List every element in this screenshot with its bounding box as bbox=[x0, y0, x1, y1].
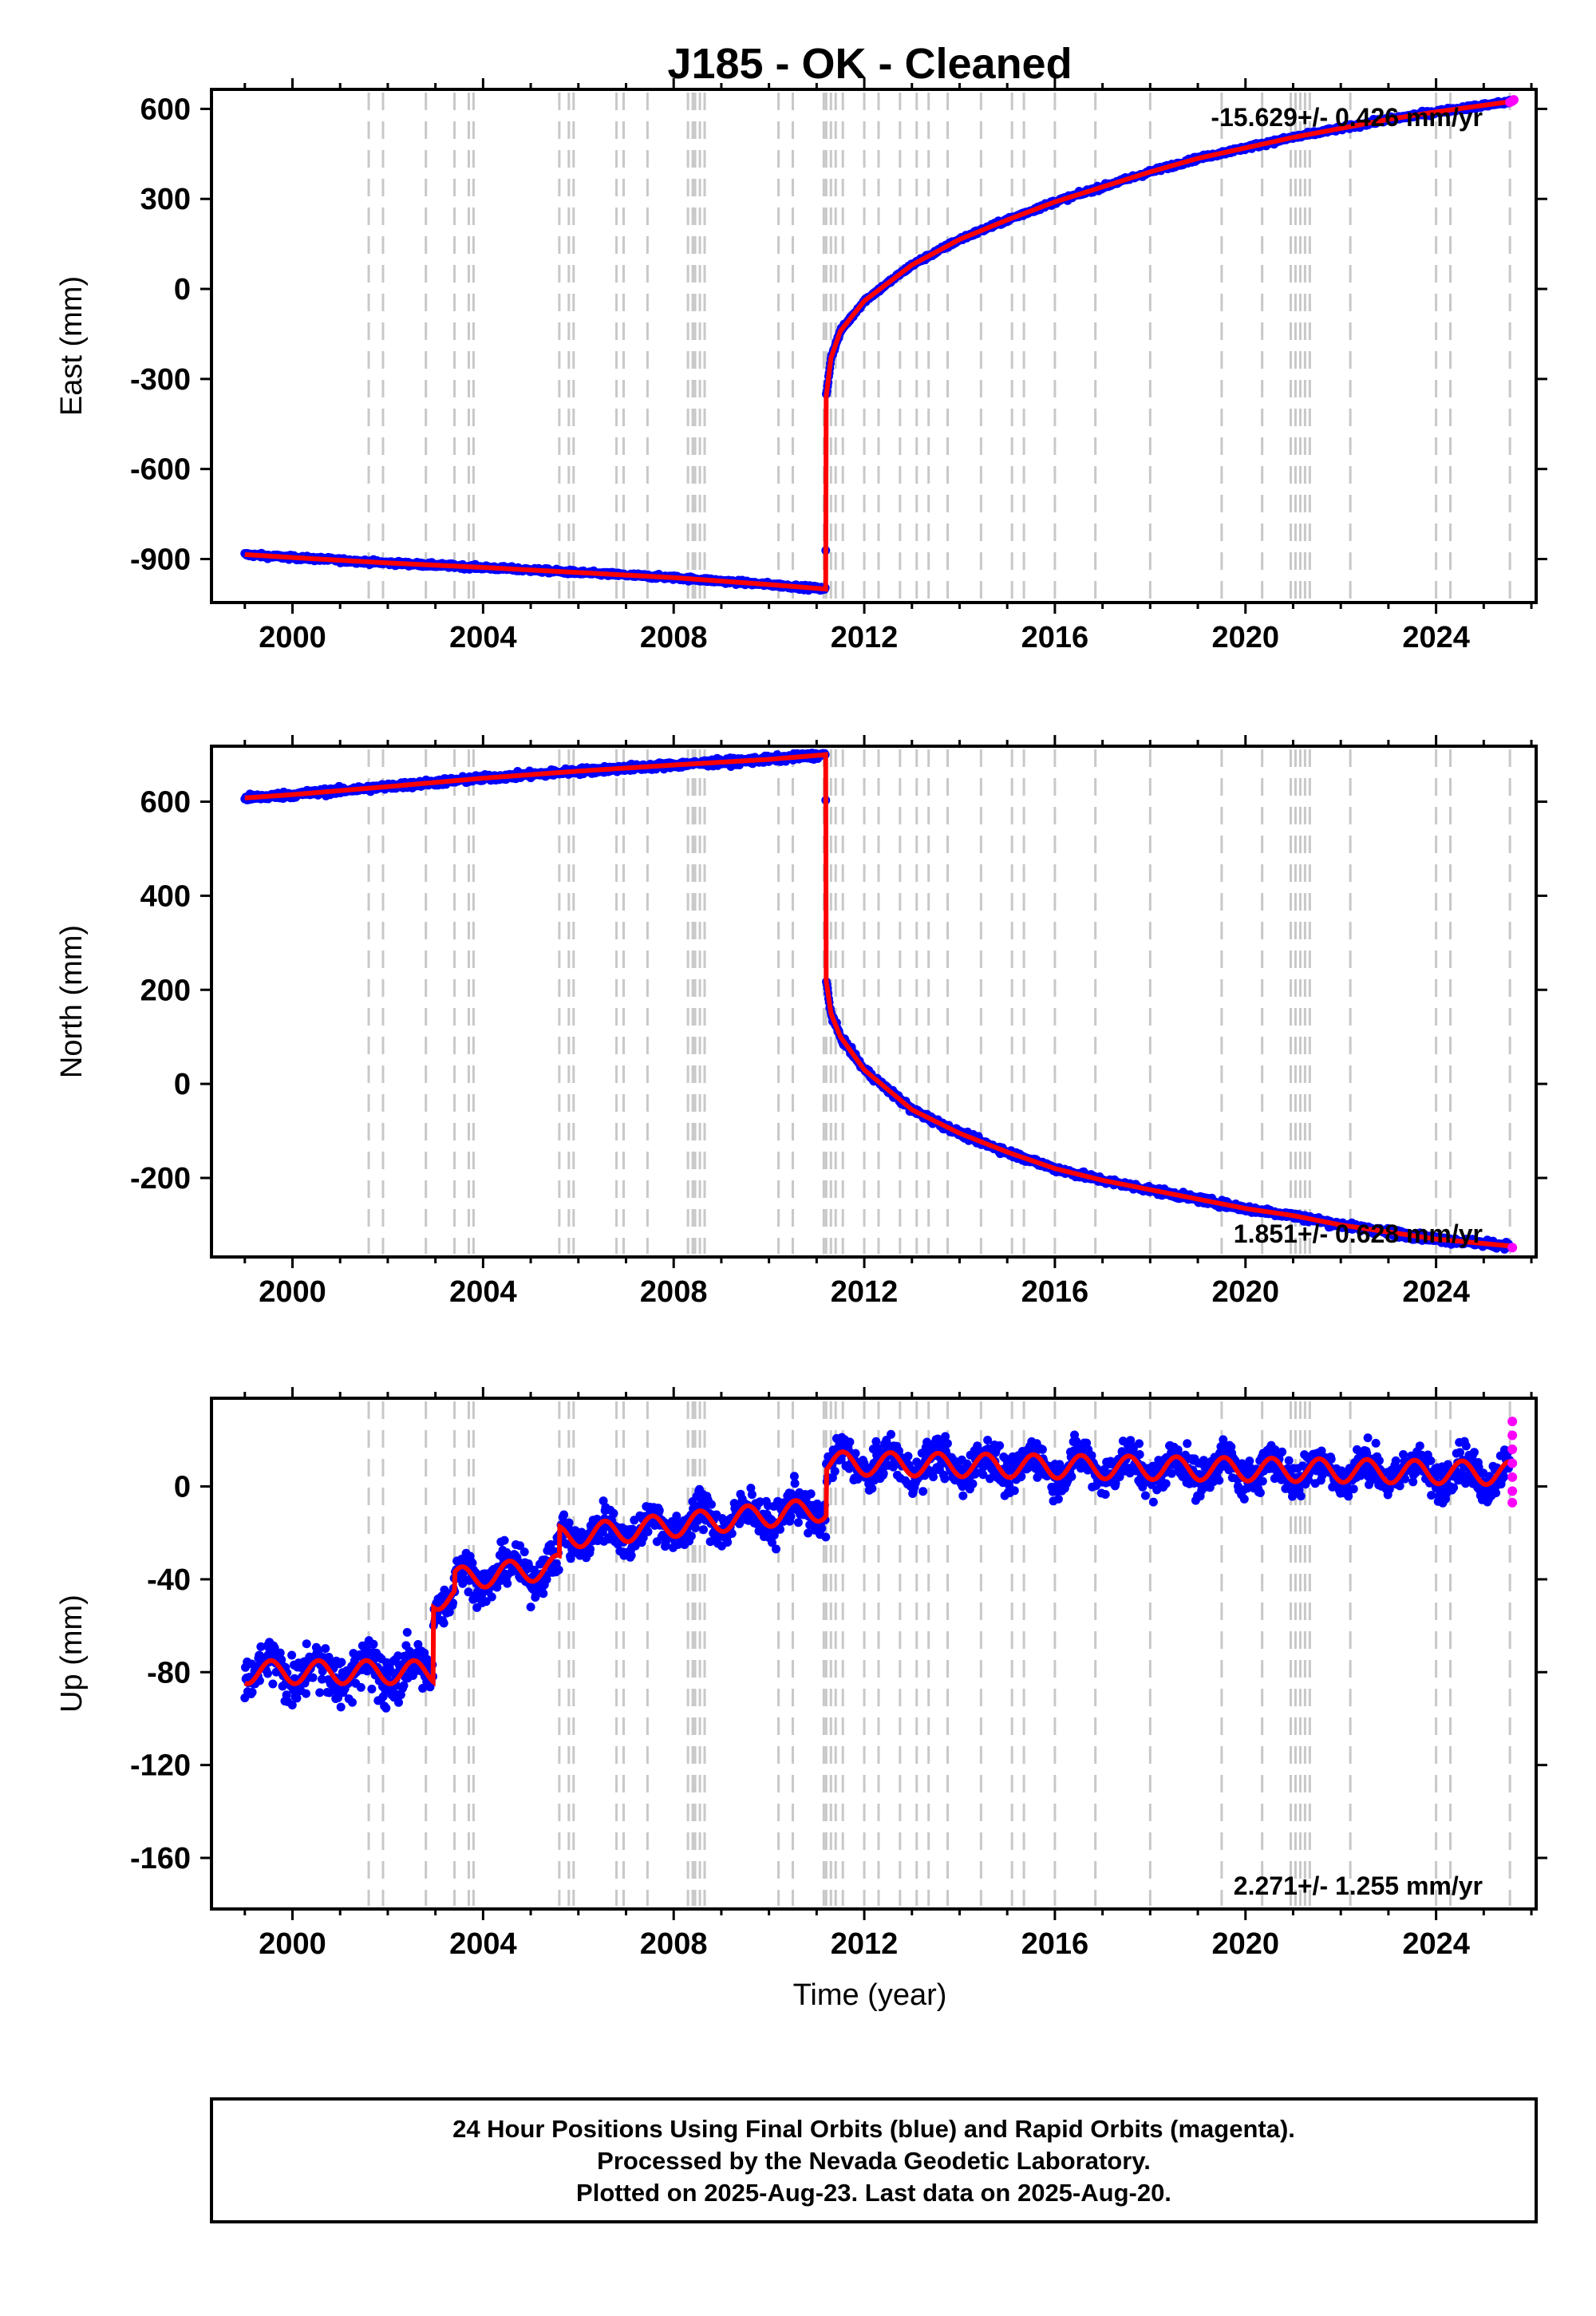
data-point bbox=[336, 1702, 346, 1712]
data-point bbox=[247, 1688, 257, 1697]
x-tick-label: 2008 bbox=[640, 1275, 708, 1309]
y-tick-label: 0 bbox=[174, 1068, 191, 1101]
event-lines bbox=[367, 749, 1511, 1254]
data-point bbox=[367, 1684, 377, 1694]
x-tick-label: 2016 bbox=[1021, 621, 1089, 654]
data-point bbox=[356, 1682, 365, 1692]
y-tick-label: 600 bbox=[140, 93, 191, 126]
y-axis-label: North (mm) bbox=[55, 925, 89, 1078]
x-tick-label: 2004 bbox=[449, 1275, 517, 1309]
x-tick-label: 2012 bbox=[831, 1275, 899, 1309]
model-curve bbox=[244, 99, 1513, 592]
final-orbit-points bbox=[240, 749, 1515, 1254]
panels: 2000 2004 2008 2012 2016 2020 20246003000-300-… bbox=[55, 78, 1547, 1961]
x-tick-label: 2020 bbox=[1211, 1275, 1279, 1309]
x-tick-label: 2012 bbox=[831, 621, 899, 654]
y-tick-label: -200 bbox=[130, 1162, 191, 1196]
y-tick-label: 200 bbox=[140, 974, 191, 1007]
rapid-orbit-points bbox=[1507, 1243, 1518, 1253]
x-tick-label: 2016 bbox=[1021, 1275, 1089, 1309]
data-point bbox=[302, 1639, 311, 1649]
data-point bbox=[263, 1669, 272, 1678]
x-tick-label: 2000 bbox=[259, 621, 326, 654]
y-axis-label: East (mm) bbox=[55, 276, 89, 416]
panel-east: 2000 2004 2008 2012 2016 2020 2024 600 300 0 -300 -… bbox=[55, 78, 1547, 654]
x-tick-label: 2004 bbox=[449, 621, 517, 654]
rate-label: 1.851+/- 0.628 mm/yr bbox=[1234, 1219, 1483, 1248]
data-point bbox=[308, 1673, 318, 1682]
plot-frame bbox=[210, 88, 1538, 604]
event-lines bbox=[367, 93, 1511, 599]
data-point bbox=[287, 1650, 297, 1660]
y-tick-label: -600 bbox=[130, 453, 191, 487]
x-tick-label: 2000 bbox=[259, 1275, 326, 1309]
data-point bbox=[292, 1694, 302, 1703]
y-tick-label: 0 bbox=[174, 273, 191, 306]
x-tick-label: 2024 bbox=[1402, 1275, 1470, 1309]
y-tick-label: 300 bbox=[140, 183, 191, 216]
y-ticks: 600 400 200 0 -200 bbox=[130, 786, 1547, 1196]
y-tick-label: 400 bbox=[140, 879, 191, 913]
model-curve bbox=[244, 752, 1513, 1249]
x-tick-label: 2024 bbox=[1402, 621, 1470, 654]
x-tick-label: 2020 bbox=[1211, 621, 1279, 654]
x-tick-label: 2008 bbox=[640, 621, 708, 654]
rapid-point bbox=[1507, 1243, 1518, 1253]
rapid-point bbox=[1508, 95, 1519, 105]
final-orbit-points bbox=[240, 96, 1515, 595]
data-point bbox=[337, 1658, 346, 1667]
data-point bbox=[321, 1644, 330, 1654]
y-tick-label: 600 bbox=[140, 786, 191, 820]
panel-up: 2000 2004 2008 2012 2016 2020 20240-40-80-120-… bbox=[55, 1387, 1547, 1961]
data-point bbox=[348, 1697, 357, 1707]
y-tick-label: -900 bbox=[130, 543, 191, 576]
y-tick-label: -300 bbox=[130, 363, 191, 397]
data-point bbox=[369, 1639, 378, 1649]
chart-title: J185 - OK - Cleaned bbox=[667, 40, 1072, 88]
plot-frame bbox=[210, 745, 1538, 1259]
data-point bbox=[302, 1689, 310, 1698]
panel-north: 2000 2004 2008 2012 2016 2020 20246004002000-2… bbox=[55, 735, 1547, 1309]
data-point bbox=[268, 1679, 278, 1689]
rate-label: -15.629+/- 0.426 mm/yr bbox=[1211, 103, 1483, 132]
